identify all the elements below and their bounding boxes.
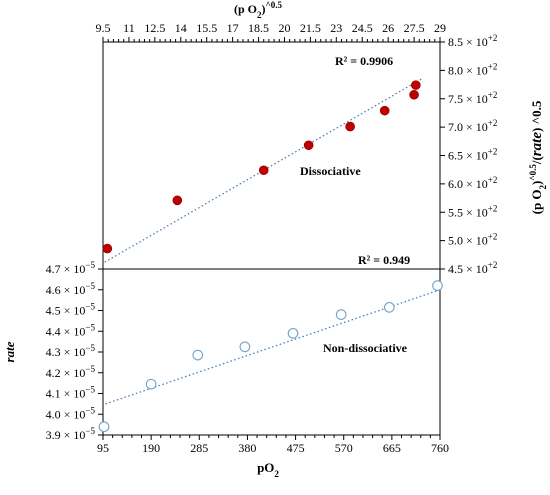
bottom-x-tick-label: 380 (238, 441, 256, 455)
top-data-point (303, 140, 314, 151)
bottom-y-axis-title: rate (2, 341, 17, 362)
bottom-x-tick-label: 95 (97, 441, 109, 455)
bottom-y-tick-label: 3.9 × 10−5 (46, 426, 96, 442)
bottom-data-point (145, 378, 157, 390)
top-y-tick-label: 5.5 × 10+2 (448, 203, 497, 219)
bottom-y-tick-label: 4.1 × 10−5 (46, 385, 96, 401)
bottom-data-point (239, 341, 251, 353)
top-data-point (379, 105, 390, 116)
top-trendline (104, 77, 424, 263)
top-data-point (409, 89, 419, 100)
top-y-tick-label: 6.0 × 10+2 (448, 175, 497, 191)
bottom-y-tick-label: 4.7 × 10−5 (46, 260, 96, 276)
bottom-data-point (287, 327, 299, 339)
top-plot-frame (102, 41, 441, 270)
bottom-y-tick-label: 4.4 × 10−5 (46, 322, 96, 338)
bottom-data-point (192, 349, 204, 361)
top-data-point (172, 195, 183, 206)
top-annotation-dissociative: Dissociative (300, 164, 361, 178)
bottom-data-point (383, 302, 395, 313)
bottom-trendline (105, 289, 441, 405)
top-y-axis-title: (p O2)^0.5/(rate) ^0.5 (528, 100, 548, 214)
top-x-tick-label: 27.5 (404, 21, 425, 35)
top-x-tick-label: 12.5 (144, 21, 165, 35)
bottom-y-tick-label: 4.5 × 10−5 (46, 302, 96, 318)
bottom-y-tick-label: 4.2 × 10−5 (46, 364, 96, 380)
bottom-y-tick-label: 4.3 × 10−5 (46, 343, 96, 359)
top-data-point (258, 165, 269, 176)
top-y-tick-label: 7.0 × 10+2 (448, 118, 497, 134)
top-panel-dissociative: 9.5 11 12.5 14 15.5 17 18.5 20 21.5 23 24.5 26 27.5 2… (96, 0, 549, 276)
top-r2-label: R² = 0.9906 (335, 54, 393, 68)
top-x-tick-label: 9.5 (96, 21, 111, 35)
top-x-tick-label: 11 (123, 21, 135, 35)
top-x-tick-label: 24.5 (352, 21, 373, 35)
bottom-x-tick-label: 665 (383, 441, 401, 455)
top-y-tick-label: 6.5 × 10+2 (448, 147, 497, 163)
top-data-point (411, 80, 421, 90)
bottom-x-tick-label: 475 (287, 441, 305, 455)
bottom-data-point (432, 280, 443, 291)
bottom-panel-non-dissociative: 3.9 × 10−5 4.0 × 10−5 4.1 × 10−5 4.2 × 10−5… (2, 253, 449, 479)
top-x-tick-label: 29 (434, 21, 446, 35)
top-x-tick-label: 17 (227, 21, 239, 35)
top-y-tick-label: 8.0 × 10+2 (448, 61, 497, 77)
top-y-tick-label: 4.5 × 10+2 (448, 260, 497, 276)
top-x-tick-label: 23 (330, 21, 342, 35)
top-x-tick-label: 26 (382, 21, 394, 35)
top-y-tick-label: 5.0 × 10+2 (448, 232, 497, 248)
top-y-tick-label: 7.5 × 10+2 (448, 90, 497, 106)
top-data-point (345, 121, 355, 132)
bottom-r2-label: R² = 0.949 (358, 253, 410, 267)
top-x-tick-label: 21.5 (300, 21, 321, 35)
top-x-tick-label: 14 (175, 21, 187, 35)
bottom-annotation-non-dissociative: Non-dissociative (323, 341, 408, 355)
top-data-point (102, 243, 113, 254)
bottom-x-tick-label: 760 (431, 441, 449, 455)
bottom-data-point (98, 421, 110, 433)
bottom-y-tick-label: 4.6 × 10−5 (46, 281, 96, 297)
bottom-data-point (335, 309, 347, 321)
bottom-x-tick-label: 570 (335, 441, 353, 455)
bottom-y-tick-label: 4.0 × 10−5 (46, 405, 96, 421)
top-x-tick-label: 18.5 (248, 21, 269, 35)
top-y-tick-label: 8.5 × 10+2 (448, 33, 497, 49)
bottom-x-tick-label: 285 (190, 441, 208, 455)
top-x-axis-title: (p O2)^0.5 (234, 0, 282, 20)
bottom-x-tick-label: 190 (142, 441, 160, 455)
bottom-x-axis-title: pO2 (257, 460, 279, 479)
top-x-tick-label: 15.5 (196, 21, 217, 35)
top-x-tick-label: 20 (278, 21, 290, 35)
